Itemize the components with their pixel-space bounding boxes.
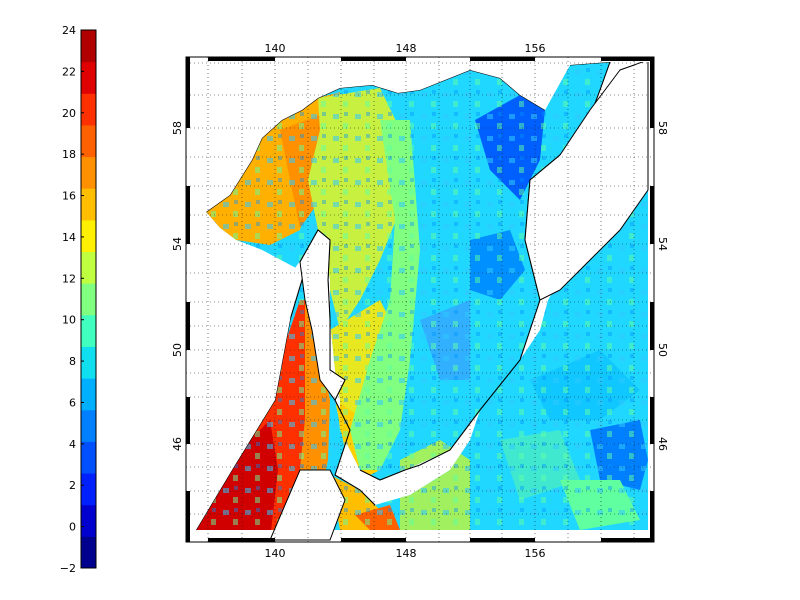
colorbar-band: [81, 441, 96, 474]
colorbar-band: [81, 283, 96, 316]
colorbar-band: [81, 536, 96, 569]
border-bar: [650, 491, 654, 542]
left-tick-label: 46: [171, 437, 184, 451]
colorbar-tick-label: 10: [62, 314, 76, 327]
top-longitude-labels: 140 148 156: [265, 42, 546, 55]
border-bar: [341, 57, 406, 61]
map: 140 148 156 140 148 156 58 54 50 46 58 5…: [171, 42, 669, 560]
colorbar-tick-label: 0: [69, 521, 76, 534]
top-tick-label: 140: [265, 42, 286, 55]
border-bar: [186, 302, 190, 350]
colorbar-tick-label: 14: [62, 231, 76, 244]
border-bar: [650, 397, 654, 444]
left-tick-label: 54: [171, 237, 184, 251]
border-bar: [650, 186, 654, 244]
colorbar-tick-label: 24: [62, 24, 76, 37]
bottom-tick-label: 156: [525, 547, 546, 560]
colorbar-band: [81, 188, 96, 221]
colorbar-tick-label: 2: [69, 479, 76, 492]
border-bar: [470, 538, 535, 542]
colorbar-band: [81, 251, 96, 284]
colorbar-band: [81, 93, 96, 126]
border-bar: [650, 57, 654, 128]
bottom-tick-label: 140: [265, 547, 286, 560]
right-tick-label: 58: [656, 121, 669, 135]
colorbar-tick-label: 12: [62, 272, 76, 285]
border-bar: [470, 57, 535, 61]
right-tick-label: 54: [656, 237, 669, 251]
border-bar: [186, 397, 190, 444]
colorbar-band: [81, 473, 96, 506]
colorbar-tick-label: −2: [60, 562, 76, 575]
colorbar-band: [81, 314, 96, 347]
left-tick-label: 50: [171, 343, 184, 357]
colorbar-band: [81, 219, 96, 253]
border-bar: [341, 538, 406, 542]
border-bar: [601, 57, 654, 61]
map-frame: [185, 56, 655, 543]
colorbar-band: [81, 504, 96, 537]
colorbar-tick-label: 18: [62, 148, 76, 161]
colorbar-band: [81, 61, 96, 94]
border-bar: [208, 538, 275, 542]
colorbar-tick-label: 6: [69, 396, 76, 409]
border-bar: [186, 57, 190, 128]
top-tick-label: 156: [525, 42, 546, 55]
colorbar-tick-label: 8: [69, 355, 76, 368]
top-tick-label: 148: [396, 42, 417, 55]
left-tick-label: 58: [171, 121, 184, 135]
left-latitude-labels: 58 54 50 46: [171, 121, 184, 451]
colorbar-tick-label: 20: [62, 107, 76, 120]
border-bar: [186, 186, 190, 244]
colorbar-band: [81, 346, 96, 379]
border-bar: [208, 57, 275, 61]
colorbar-band: [81, 156, 96, 189]
border-bar: [650, 302, 654, 350]
border-bar: [186, 491, 190, 542]
colorbar-band: [81, 30, 96, 63]
right-latitude-labels: 58 54 50 46: [656, 121, 669, 451]
colorbar-tick-label: 22: [62, 65, 76, 78]
colorbar-band: [81, 124, 96, 158]
right-tick-label: 46: [656, 437, 669, 451]
colorbar-bands: [81, 30, 96, 569]
colorbar-band: [81, 378, 96, 411]
bottom-longitude-labels: 140 148 156: [265, 547, 546, 560]
bottom-tick-label: 148: [396, 547, 417, 560]
right-tick-label: 50: [656, 343, 669, 357]
colorbar-tick-label: 4: [69, 438, 76, 451]
temperature-field: [186, 57, 654, 541]
colorbar-band: [81, 409, 96, 442]
graticule: [186, 57, 654, 542]
border-bar: [601, 538, 654, 542]
map-border-bars: [186, 57, 654, 542]
colorbar-frame: [80, 29, 97, 569]
colorbar-tick-label: 16: [62, 190, 76, 203]
